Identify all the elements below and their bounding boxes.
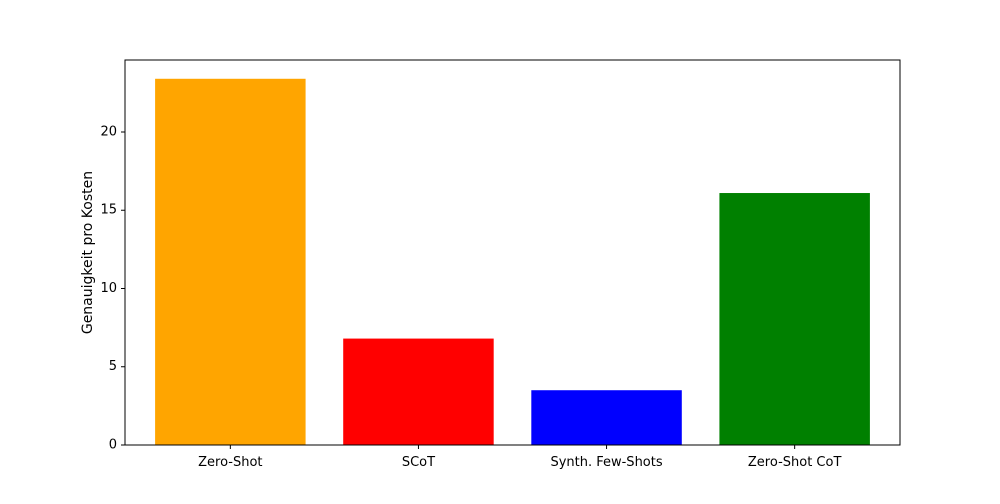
x-tick-label: Zero-Shot CoT (748, 455, 842, 470)
x-axis: Zero-Shot SCoT Synth. Few-Shots Zero-Shot C… (198, 445, 841, 470)
bars-layer (155, 78, 870, 445)
y-tick-label: 10 (100, 281, 117, 296)
bar-2 (531, 390, 682, 445)
x-tick-label: Zero-Shot (198, 455, 262, 470)
y-axis-label: Genauigkeit pro Kosten (80, 171, 96, 334)
y-tick-label: 5 (109, 359, 117, 374)
x-tick-label: SCoT (402, 455, 435, 470)
bar-0 (155, 78, 306, 445)
y-tick-label: 20 (100, 124, 117, 139)
y-tick-label: 0 (109, 438, 117, 453)
bar-1 (343, 338, 494, 445)
plot-area-frame (124, 59, 901, 446)
y-tick-label: 15 (100, 203, 117, 218)
bar-3 (719, 193, 870, 445)
x-tick-label: Synth. Few-Shots (550, 455, 662, 470)
y-axis: 0 5 10 15 20 (100, 124, 125, 453)
